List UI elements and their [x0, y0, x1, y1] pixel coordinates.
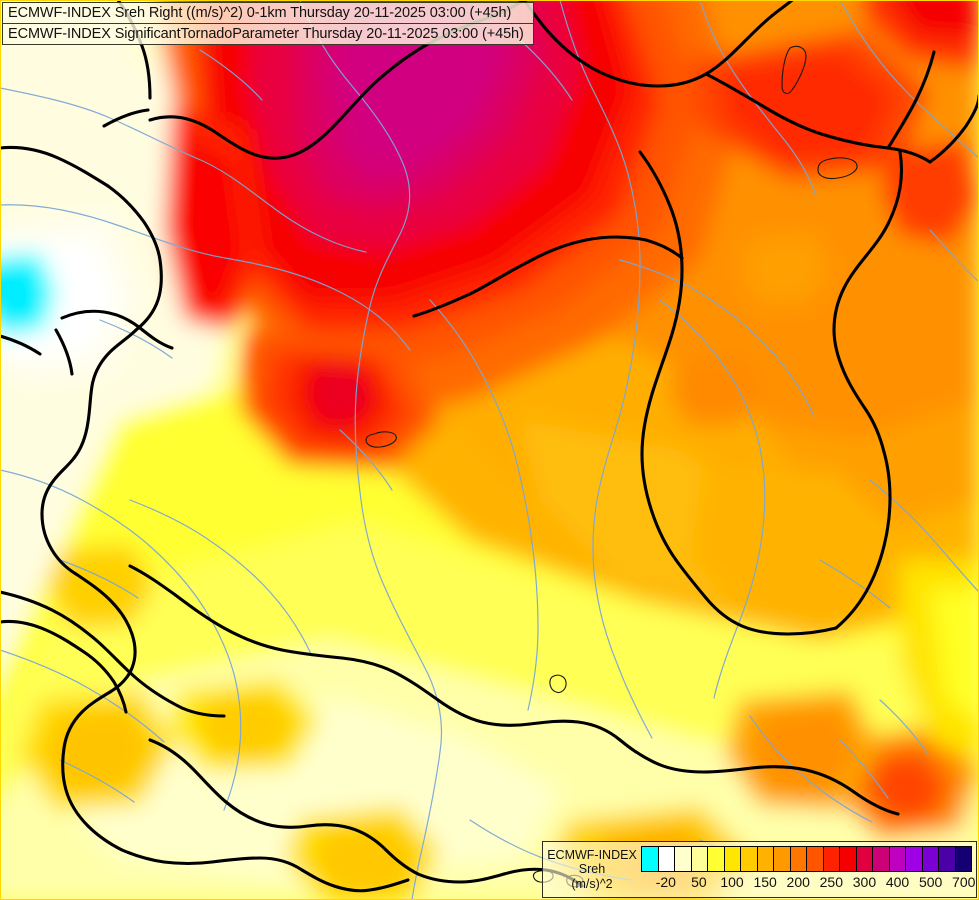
legend-swatch [774, 847, 791, 871]
legend-swatch [856, 847, 873, 871]
legend-caption-model: ECMWF-INDEX [547, 847, 637, 862]
legend-tick: 100 [720, 874, 744, 890]
legend-scale: -20 50 100 150 200 250 300 400 500 700 [641, 842, 976, 897]
legend-swatch [642, 847, 659, 871]
legend-tick: 250 [819, 874, 843, 890]
legend-tick: 400 [885, 874, 910, 890]
legend-tick: 300 [852, 874, 877, 890]
legend-swatch [675, 847, 692, 871]
legend-tick: 200 [786, 874, 810, 890]
legend-tick: -20 [655, 874, 676, 890]
title-line-stp: ECMWF-INDEX SignificantTornadoParameter … [3, 23, 533, 44]
legend-swatch [708, 847, 725, 871]
legend-swatch [724, 847, 741, 871]
legend-caption-variable: Sreh [578, 862, 606, 877]
legend-caption-units: (m/s)^2 [571, 876, 613, 891]
legend-swatch [741, 847, 758, 871]
legend-tick: 50 [691, 874, 707, 890]
legend-swatch [955, 847, 971, 871]
legend-swatch [691, 847, 708, 871]
legend-panel: ECMWF-INDEX Sreh (m/s)^2 -20 50 100 150 200 2… [542, 841, 977, 898]
legend-swatch [807, 847, 824, 871]
legend-swatch [922, 847, 939, 871]
title-line-sreh: ECMWF-INDEX Sreh Right ((m/s)^2) 0-1km T… [8, 5, 512, 21]
legend-swatch [757, 847, 774, 871]
legend-tick-labels: -20 50 100 150 200 250 300 400 500 700 [641, 873, 976, 893]
legend-swatch [823, 847, 840, 871]
legend-swatch [658, 847, 675, 871]
legend-tick: 500 [918, 874, 943, 890]
legend-swatch [790, 847, 807, 871]
legend-colorbar [641, 846, 972, 872]
legend-tick: 700 [952, 874, 976, 890]
legend-swatch [889, 847, 906, 871]
legend-caption: ECMWF-INDEX Sreh (m/s)^2 [543, 842, 641, 897]
legend-swatch [939, 847, 956, 871]
legend-tick: 150 [753, 874, 777, 890]
map-title-panel: ECMWF-INDEX Sreh Right ((m/s)^2) 0-1km T… [2, 2, 534, 45]
legend-swatch [906, 847, 923, 871]
legend-swatch [873, 847, 890, 871]
legend-swatch [840, 847, 857, 871]
